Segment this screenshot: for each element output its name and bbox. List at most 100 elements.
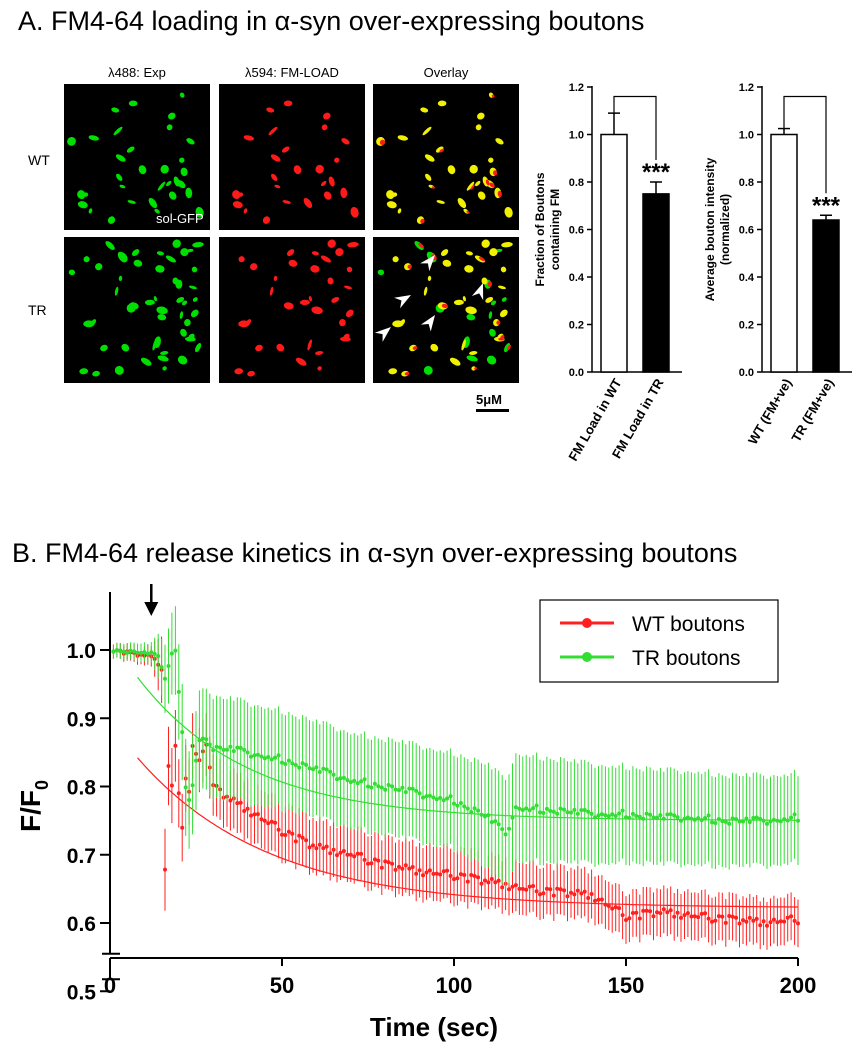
- data-point: [627, 815, 632, 820]
- bouton-spot: [95, 263, 103, 271]
- y-tick-label: 0.6: [739, 225, 754, 237]
- series-wt: [111, 636, 800, 950]
- data-point: [768, 920, 773, 925]
- bouton-spot: [186, 248, 194, 253]
- y-axis-label: F/F0: [15, 780, 52, 832]
- bouton-spot: [179, 311, 184, 319]
- bouton-spot: [465, 306, 477, 315]
- bouton-spot: [420, 218, 425, 224]
- bouton-spot: [295, 357, 307, 366]
- data-point: [606, 904, 611, 908]
- data-point: [290, 761, 295, 766]
- bouton-spot: [497, 190, 502, 198]
- bouton-spot: [474, 180, 481, 187]
- data-point: [513, 805, 518, 810]
- data-point: [565, 894, 570, 899]
- data-point: [300, 761, 305, 766]
- row-label-tr: TR: [28, 302, 47, 318]
- y-axis-label: Average bouton intensity: [703, 157, 717, 301]
- data-point: [149, 650, 154, 655]
- data-point: [782, 817, 787, 822]
- bouton-spot: [181, 300, 188, 306]
- data-point: [372, 857, 377, 862]
- bouton-spot: [478, 256, 485, 262]
- legend-label: WT boutons: [632, 613, 745, 636]
- data-point: [641, 908, 646, 913]
- data-point: [417, 791, 422, 796]
- bouton-spot: [422, 126, 432, 136]
- data-point: [314, 765, 319, 770]
- data-point: [293, 763, 298, 767]
- legend: WT boutons TR boutons: [539, 599, 779, 683]
- bouton-spot: [154, 208, 160, 214]
- data-point: [624, 815, 628, 820]
- legend-swatch-marker: [582, 652, 592, 662]
- data-point: [713, 918, 718, 923]
- x-tick-label: TR (FM+ve): [788, 376, 836, 444]
- bouton-spot: [423, 365, 433, 375]
- data-point: [255, 752, 260, 757]
- bouton-spot: [192, 297, 198, 302]
- data-point: [324, 844, 329, 849]
- data-point: [338, 850, 343, 855]
- data-point: [648, 812, 653, 817]
- bouton-spot: [487, 281, 493, 287]
- data-point: [562, 807, 567, 812]
- data-point: [483, 878, 487, 883]
- significance-bracket: [613, 95, 657, 160]
- data-point: [225, 747, 229, 752]
- bouton-spot: [114, 286, 119, 296]
- bouton-spot: [127, 200, 136, 204]
- data-point: [328, 851, 333, 856]
- bouton-spot: [341, 138, 350, 145]
- data-point: [245, 806, 250, 811]
- data-point: [507, 826, 511, 831]
- data-point: [169, 651, 174, 656]
- bouton-spot: [286, 249, 295, 257]
- data-point: [362, 857, 367, 862]
- data-point: [121, 649, 126, 654]
- bouton-spot: [489, 182, 495, 188]
- bouton-spot: [500, 266, 507, 273]
- data-point: [465, 879, 470, 884]
- bouton-spot: [344, 285, 352, 290]
- bouton-spot: [392, 320, 404, 328]
- data-point: [486, 813, 491, 818]
- bouton-spot: [462, 296, 466, 302]
- data-point: [706, 813, 711, 818]
- bar: [642, 193, 670, 373]
- bouton-spot: [481, 277, 488, 285]
- data-point: [142, 650, 147, 654]
- data-point: [317, 842, 322, 847]
- bouton-spot: [276, 343, 285, 352]
- y-axis-label: containing FM: [548, 189, 562, 270]
- data-point: [304, 762, 309, 767]
- data-point: [589, 892, 594, 896]
- bouton-spot: [172, 239, 181, 248]
- data-point: [180, 825, 185, 830]
- data-point: [458, 872, 463, 877]
- bar-chart-fraction-boutons: 0.0 0.2 0.4 0.6 0.8 1.0 1.2 Fraction of Boutons…: [533, 82, 682, 464]
- bouton-spot: [347, 242, 359, 248]
- bouton-spot: [157, 314, 167, 321]
- bouton-spot: [386, 190, 395, 200]
- bouton-spot: [184, 319, 191, 327]
- bouton-spot: [441, 303, 448, 309]
- data-point: [393, 787, 398, 792]
- data-point: [400, 866, 405, 871]
- bouton-spot: [255, 344, 263, 352]
- y-tick-label: 0.8: [569, 177, 584, 189]
- bouton-spot: [156, 306, 168, 315]
- bouton-spot: [498, 285, 506, 290]
- data-point: [348, 780, 353, 785]
- data-point: [586, 809, 591, 814]
- data-point: [359, 851, 364, 856]
- data-point: [252, 812, 257, 817]
- bouton-spot: [425, 173, 432, 181]
- release-kinetics-chart: 0.5 0.6 0.7 0.8 0.9 1.0 0 50 100 150 200 Time (sec)…: [15, 584, 816, 1042]
- bouton-spot: [162, 366, 167, 371]
- data-point: [672, 813, 677, 818]
- data-point: [362, 777, 367, 782]
- data-point: [235, 745, 240, 750]
- legend-swatch-marker: [582, 618, 592, 628]
